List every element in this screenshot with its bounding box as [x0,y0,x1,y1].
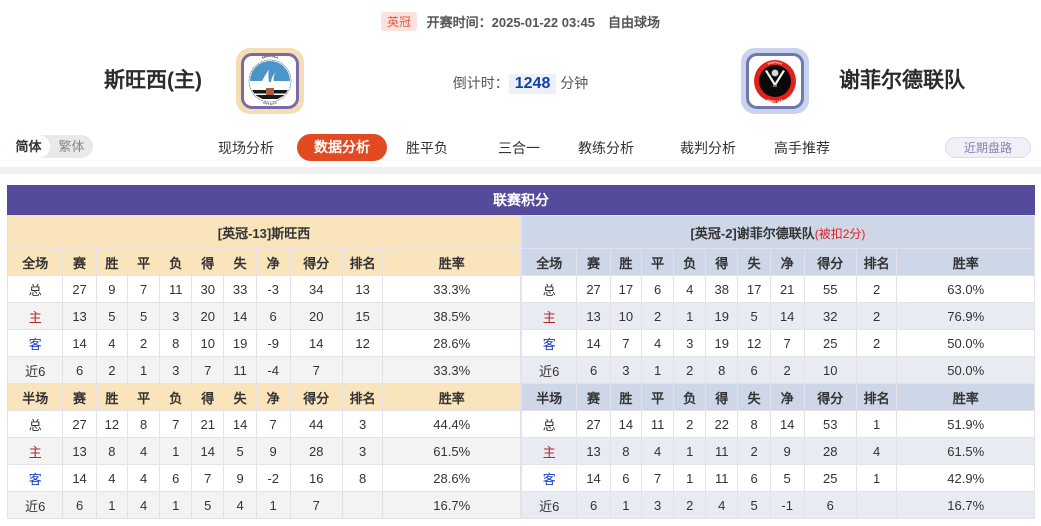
svg-text:SWANSEA: SWANSEA [261,56,280,60]
